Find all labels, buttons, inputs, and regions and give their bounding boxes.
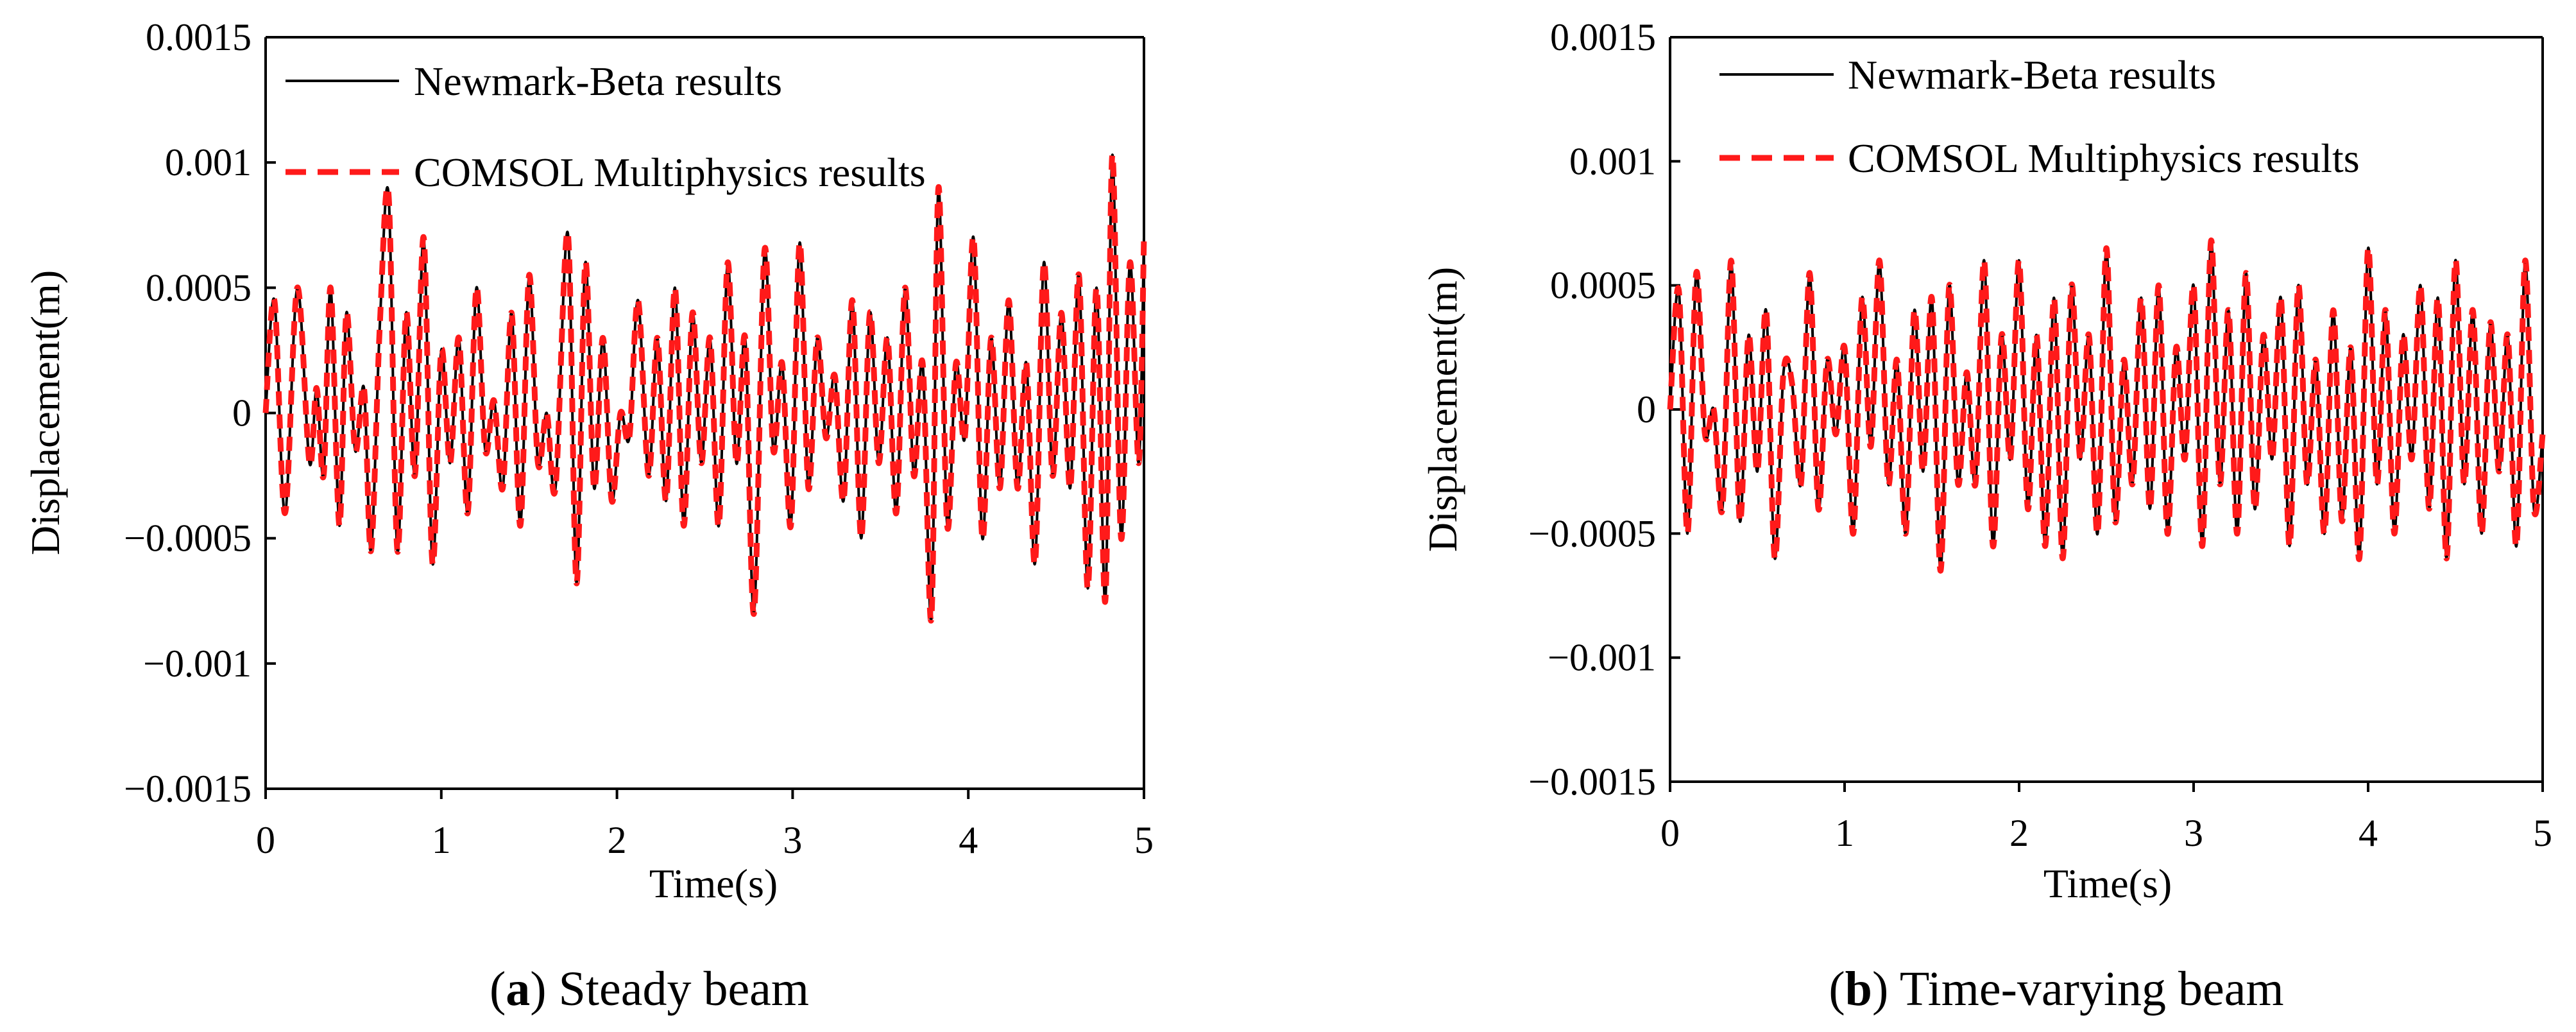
legend-label-comsol-a: COMSOL Multiphysics results: [414, 150, 926, 195]
x-tick-label: 1: [1835, 812, 1854, 854]
y-tick-label: 0.001: [1569, 140, 1656, 182]
x-tick-label: 2: [2009, 812, 2029, 854]
x-ticks-b: 0 1 2 3 4 5: [1660, 782, 2552, 854]
chart-panel-b: −0.0015 −0.001 −0.0005 0 0.0005 0.001 0.0015 0…: [1420, 16, 2552, 1016]
y-ticks-b: −0.0015 −0.001 −0.0005 0 0.0005 0.001 0.0015: [1528, 16, 1680, 803]
caption-title-b: Time-varying beam: [1900, 962, 2284, 1016]
chart-panel-a: −0.0015 −0.001 −0.0005 0 0.0005 0.001 0.0015 0…: [22, 16, 1154, 1016]
y-tick-label: −0.001: [1548, 637, 1656, 679]
y-tick-label: 0.0015: [1550, 16, 1656, 58]
y-tick-label: 0: [232, 392, 252, 434]
y-tick-label: 0.0005: [1550, 264, 1656, 307]
caption-letter-b: b: [1845, 962, 1872, 1016]
plot-area-a: −0.0015 −0.001 −0.0005 0 0.0005 0.001 0.0015 0…: [124, 16, 1154, 861]
legend-label-newmark-a: Newmark-Beta results: [414, 58, 782, 104]
series-lines-a: [262, 151, 1147, 624]
series-line-comsol: [262, 151, 1147, 624]
y-tick-label: 0.001: [165, 141, 252, 184]
y-axis-label-a: Displacement(m): [22, 270, 68, 555]
series-lines-b: [1667, 237, 2546, 574]
legend-label-comsol-b: COMSOL Multiphysics results: [1848, 135, 2360, 181]
caption-letter-a: a: [506, 962, 530, 1016]
caption-title-a: Steady beam: [559, 962, 809, 1016]
y-tick-label: −0.0005: [1528, 512, 1656, 555]
x-ticks-a: 0 1 2 3 4 5: [256, 789, 1154, 861]
x-tick-label: 4: [2358, 812, 2378, 854]
legend-label-newmark-b: Newmark-Beta results: [1848, 52, 2216, 98]
x-tick-label: 5: [1134, 819, 1154, 861]
x-axis-label-a: Time(s): [649, 861, 778, 906]
series-line-comsol: [1667, 237, 2546, 574]
y-axis-label-b: Displacement(m): [1420, 267, 1465, 552]
y-tick-label: 0.0015: [146, 16, 252, 58]
plot-area-b: −0.0015 −0.001 −0.0005 0 0.0005 0.001 0.0015 0…: [1528, 16, 2552, 854]
y-tick-label: −0.0015: [124, 768, 252, 810]
x-tick-label: 4: [959, 819, 978, 861]
x-tick-label: 0: [256, 819, 275, 861]
legend-b: Newmark-Beta results COMSOL Multiphysics…: [1719, 52, 2360, 181]
y-tick-label: 0.0005: [146, 266, 252, 309]
legend-a: Newmark-Beta results COMSOL Multiphysics…: [286, 58, 926, 195]
y-tick-label: −0.0015: [1528, 761, 1656, 803]
x-tick-label: 3: [783, 819, 802, 861]
x-tick-label: 2: [608, 819, 627, 861]
x-axis-label-b: Time(s): [2043, 861, 2172, 906]
y-tick-label: −0.001: [143, 642, 252, 685]
y-tick-label: 0: [1637, 388, 1656, 431]
caption-a: (a) Steady beam: [490, 962, 809, 1016]
x-tick-label: 0: [1660, 812, 1680, 854]
x-tick-label: 5: [2533, 812, 2552, 854]
x-tick-label: 1: [432, 819, 451, 861]
y-ticks-a: −0.0015 −0.001 −0.0005 0 0.0005 0.001 0.0015: [124, 16, 276, 810]
caption-b: (b) Time-varying beam: [1829, 962, 2283, 1016]
y-tick-label: −0.0005: [124, 517, 252, 560]
x-tick-label: 3: [2184, 812, 2203, 854]
